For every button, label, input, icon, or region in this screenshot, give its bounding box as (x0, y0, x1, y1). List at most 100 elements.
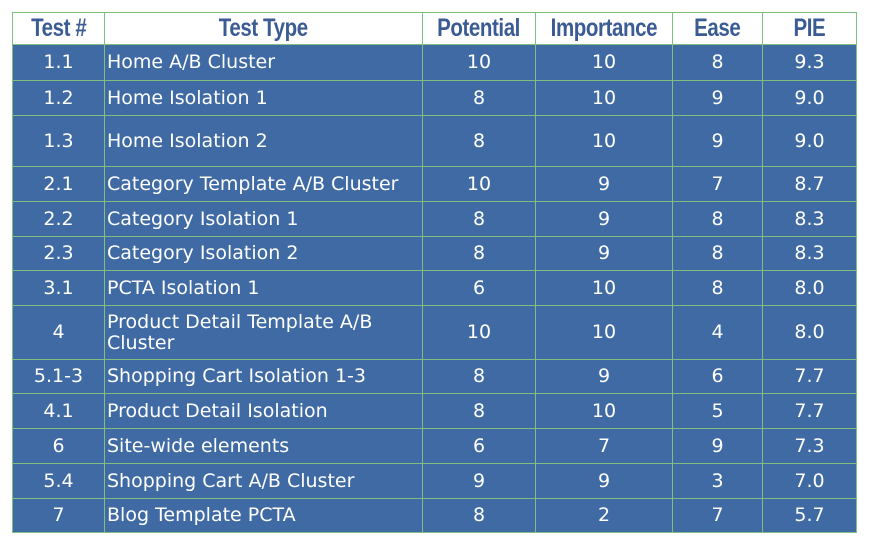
header-potential: Potential (422, 12, 536, 45)
header-importance-label: Importance (550, 14, 658, 42)
cell-ease: 6 (672, 359, 763, 394)
cell-pie: 8.0 (762, 270, 857, 306)
cell-ease: 5 (672, 393, 763, 429)
cell-importance: 10 (535, 115, 673, 167)
cell-pie: 9.3 (762, 44, 857, 81)
cell-pie: 9.0 (762, 80, 857, 116)
cell-test-number: 5.4 (12, 463, 105, 499)
cell-test-type: Product Detail Isolation (104, 393, 423, 429)
cell-potential: 10 (422, 305, 536, 360)
cell-test-type: Category Template A/B Cluster (104, 166, 423, 202)
cell-test-type: Category Isolation 2 (104, 236, 423, 271)
cell-test-number: 3.1 (12, 270, 105, 306)
cell-potential: 8 (422, 498, 536, 533)
table-row: 1.2 Home Isolation 1 8 10 9 9.0 (12, 80, 857, 116)
header-pie-label: PIE (793, 14, 826, 42)
cell-potential: 10 (422, 44, 536, 81)
cell-test-number: 5.1-3 (12, 359, 105, 394)
cell-test-type: PCTA Isolation 1 (104, 270, 423, 306)
table-row: 2.3 Category Isolation 2 8 9 8 8.3 (12, 236, 857, 271)
cell-test-number: 1.3 (12, 115, 105, 167)
cell-importance: 9 (535, 166, 673, 202)
table-row: 2.2 Category Isolation 1 8 9 8 8.3 (12, 201, 857, 237)
cell-importance: 10 (535, 80, 673, 116)
cell-potential: 8 (422, 359, 536, 394)
cell-test-type: Shopping Cart Isolation 1-3 (104, 359, 423, 394)
cell-test-number: 6 (12, 428, 105, 464)
table-body: 1.1 Home A/B Cluster 10 10 8 9.3 1.2 Hom… (12, 44, 857, 533)
cell-importance: 9 (535, 201, 673, 237)
cell-importance: 9 (535, 359, 673, 394)
cell-importance: 7 (535, 428, 673, 464)
cell-ease: 4 (672, 305, 763, 360)
table-row: 3.1 PCTA Isolation 1 6 10 8 8.0 (12, 270, 857, 306)
header-row: Test # Test Type Potential Importance Ea… (12, 12, 857, 45)
cell-potential: 8 (422, 80, 536, 116)
cell-ease: 7 (672, 498, 763, 533)
cell-pie: 7.3 (762, 428, 857, 464)
table-row: 4 Product Detail Template A/B Cluster 10… (12, 305, 857, 360)
cell-ease: 3 (672, 463, 763, 499)
header-test-number-label: Test # (30, 14, 87, 42)
cell-test-number: 1.1 (12, 44, 105, 81)
cell-ease: 8 (672, 236, 763, 271)
cell-test-type: Home Isolation 1 (104, 80, 423, 116)
cell-pie: 5.7 (762, 498, 857, 533)
cell-pie: 7.0 (762, 463, 857, 499)
cell-importance: 10 (535, 393, 673, 429)
header-test-type: Test Type (104, 12, 423, 45)
table-row: 5.4 Shopping Cart A/B Cluster 9 9 3 7.0 (12, 463, 857, 499)
pie-table-container: Test # Test Type Potential Importance Ea… (12, 12, 857, 533)
table-row: 5.1-3 Shopping Cart Isolation 1-3 8 9 6 … (12, 359, 857, 394)
cell-test-number: 2.1 (12, 166, 105, 202)
cell-test-type: Product Detail Template A/B Cluster (104, 305, 423, 360)
cell-potential: 6 (422, 428, 536, 464)
cell-pie: 8.0 (762, 305, 857, 360)
cell-potential: 10 (422, 166, 536, 202)
cell-test-type: Shopping Cart A/B Cluster (104, 463, 423, 499)
header-importance: Importance (535, 12, 673, 45)
header-potential-label: Potential (437, 14, 521, 42)
cell-test-number: 4 (12, 305, 105, 360)
table-row: 6 Site-wide elements 6 7 9 7.3 (12, 428, 857, 464)
table-header: Test # Test Type Potential Importance Ea… (12, 12, 857, 45)
cell-pie: 7.7 (762, 393, 857, 429)
cell-importance: 2 (535, 498, 673, 533)
cell-potential: 9 (422, 463, 536, 499)
header-test-number: Test # (12, 12, 105, 45)
cell-pie: 8.3 (762, 236, 857, 271)
header-ease-label: Ease (694, 14, 741, 42)
cell-test-type: Site-wide elements (104, 428, 423, 464)
cell-test-type: Home A/B Cluster (104, 44, 423, 81)
cell-potential: 8 (422, 393, 536, 429)
cell-test-type: Home Isolation 2 (104, 115, 423, 167)
cell-pie: 7.7 (762, 359, 857, 394)
cell-pie: 9.0 (762, 115, 857, 167)
table-row: 1.1 Home A/B Cluster 10 10 8 9.3 (12, 44, 857, 81)
cell-potential: 6 (422, 270, 536, 306)
table-row: 4.1 Product Detail Isolation 8 10 5 7.7 (12, 393, 857, 429)
cell-potential: 8 (422, 201, 536, 237)
cell-ease: 8 (672, 201, 763, 237)
cell-ease: 8 (672, 44, 763, 81)
cell-ease: 7 (672, 166, 763, 202)
cell-test-number: 2.2 (12, 201, 105, 237)
cell-test-type: Category Isolation 1 (104, 201, 423, 237)
cell-ease: 8 (672, 270, 763, 306)
table-row: 2.1 Category Template A/B Cluster 10 9 7… (12, 166, 857, 202)
cell-pie: 8.3 (762, 201, 857, 237)
cell-potential: 8 (422, 115, 536, 167)
cell-test-number: 2.3 (12, 236, 105, 271)
cell-ease: 9 (672, 80, 763, 116)
cell-ease: 9 (672, 428, 763, 464)
cell-pie: 8.7 (762, 166, 857, 202)
table-row: 7 Blog Template PCTA 8 2 7 5.7 (12, 498, 857, 533)
header-pie: PIE (762, 12, 857, 45)
cell-importance: 9 (535, 236, 673, 271)
cell-test-type: Blog Template PCTA (104, 498, 423, 533)
table-row: 1.3 Home Isolation 2 8 10 9 9.0 (12, 115, 857, 167)
cell-potential: 8 (422, 236, 536, 271)
cell-test-number: 4.1 (12, 393, 105, 429)
cell-importance: 9 (535, 463, 673, 499)
cell-ease: 9 (672, 115, 763, 167)
